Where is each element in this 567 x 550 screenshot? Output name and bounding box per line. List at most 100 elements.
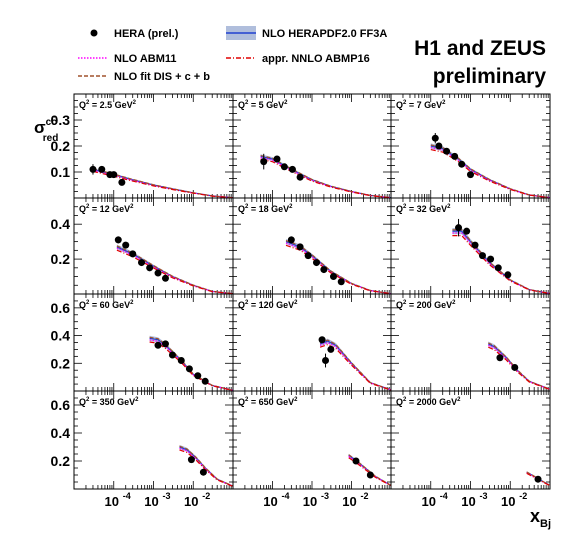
panels-grid: 0.1 0.2 0.3 Q2 = 2.5 GeV2 Q2 = 5 GeV2 Q2 = 7 … [51, 93, 551, 509]
panel-plot-area [348, 453, 391, 487]
q2-label: Q2 = 5 GeV2 [238, 100, 288, 110]
data-point [296, 173, 304, 181]
abm11-line [179, 447, 233, 487]
abmp16-line [488, 346, 550, 391]
data-point [177, 357, 185, 365]
panel-plot-area [430, 133, 550, 198]
data-point [327, 345, 335, 353]
y-tick-label: 0.2 [51, 138, 71, 154]
x-tick-label: 10 [184, 494, 198, 509]
x-tick-label-exponent: -3 [321, 491, 329, 501]
fitdis-line [488, 342, 550, 390]
abmp16-line [430, 149, 550, 198]
y-axis-label-sup: cc̄ [46, 116, 58, 128]
data-point [287, 236, 295, 244]
abm11-line [452, 232, 550, 294]
legend: HERA (prel.) NLO ABM11 NLO fit DIS + c +… [78, 26, 387, 83]
y-tick-label: 0.2 [51, 251, 71, 267]
panel-plot-area [526, 471, 550, 487]
data-point [455, 224, 463, 232]
y-tick-label: 0.3 [51, 112, 71, 128]
data-point [161, 274, 169, 282]
abm11-line [149, 339, 233, 391]
q2-label: Q2 = 2.5 GeV2 [79, 100, 137, 110]
q2-label: Q2 = 350 GeV2 [79, 397, 139, 407]
herapdf-band [260, 154, 391, 198]
abm11-line [488, 344, 550, 390]
data-point [467, 171, 474, 179]
panel-q2-120: Q2 = 120 GeV2 [232, 293, 392, 392]
panel-plot-area [89, 164, 233, 198]
y-tick-label: 0.4 [51, 216, 71, 232]
data-point [201, 377, 209, 385]
panel-q2-7: Q2 = 7 GeV2 [390, 93, 551, 199]
panel-plot-area [318, 336, 391, 391]
q2-label: Q2 = 60 GeV2 [79, 300, 134, 310]
herapdf-band [286, 239, 391, 294]
data-point [329, 273, 337, 281]
x-tick-label: 10 [263, 494, 277, 509]
data-point [122, 241, 130, 249]
panel-plot-area [488, 341, 550, 391]
data-point [146, 264, 154, 272]
abm11-line [285, 242, 391, 294]
data-point [458, 160, 466, 168]
data-point [431, 134, 439, 142]
data-point [260, 158, 268, 166]
data-point [185, 365, 193, 373]
data-point [534, 475, 542, 483]
abm11-line [348, 455, 391, 487]
y-tick-label: 0.6 [51, 397, 71, 413]
panel-q2-12: 0.2 0.4 Q2 = 12 GeV2 [51, 197, 234, 295]
herapdf-line [452, 230, 550, 294]
data-point [322, 357, 330, 365]
panel-plot-area [179, 444, 233, 487]
x-tick-label: 10 [501, 494, 515, 509]
herapdf-band [179, 444, 233, 487]
legend-fitdis-label: NLO fit DIS + c + b [114, 71, 210, 83]
panel-plot-area [149, 335, 233, 391]
x-tick-label-exponent: -4 [282, 491, 290, 501]
data-point [487, 255, 495, 263]
y-axis-label-sub: red [43, 133, 59, 144]
legend-abmp16-label: appr. NNLO ABMP16 [262, 53, 370, 65]
x-tick-label-exponent: -2 [519, 491, 527, 501]
y-tick-label: 0.2 [51, 355, 71, 371]
abm11-line [319, 341, 391, 391]
data-point [199, 468, 207, 476]
data-point [154, 341, 162, 349]
fitdis-line [179, 445, 233, 487]
data-point [443, 147, 451, 155]
x-tick-label: 10 [144, 494, 158, 509]
panel-q2-18: Q2 = 18 GeV2 [232, 197, 392, 295]
q2-label: Q2 = 7 GeV2 [396, 100, 446, 110]
data-point [366, 471, 374, 479]
x-axis-label-sub: Bj [540, 518, 551, 530]
data-point [320, 266, 328, 274]
x-tick-label-exponent: -4 [123, 491, 131, 501]
data-point [89, 165, 97, 173]
data-point [504, 271, 512, 279]
data-point [463, 227, 471, 235]
panel-plot-area [114, 236, 233, 294]
abmp16-line [92, 170, 233, 198]
title-line-1: H1 and ZEUS [414, 37, 546, 60]
x-tick-label-exponent: -3 [480, 491, 488, 501]
data-point [313, 259, 321, 267]
data-point [154, 269, 162, 277]
x-tick-label-exponent: -3 [163, 491, 171, 501]
panel-q2-200: Q2 = 200 GeV2 [390, 293, 551, 392]
panel-q2-60: 0.2 0.4 0.6 Q2 = 60 GeV2 [51, 293, 234, 392]
x-tick-label-exponent: -4 [440, 491, 448, 501]
panel-plot-area [260, 153, 391, 198]
x-tick-label: 10 [342, 494, 356, 509]
data-point [168, 351, 176, 359]
data-point [288, 165, 296, 173]
legend-herapdf-label: NLO HERAPDF2.0 FF3A [262, 28, 387, 40]
data-point [161, 340, 169, 348]
data-point [478, 252, 486, 260]
data-point [318, 336, 326, 344]
x-tick-label-exponent: -2 [202, 491, 210, 501]
herapdf-band [320, 338, 391, 390]
